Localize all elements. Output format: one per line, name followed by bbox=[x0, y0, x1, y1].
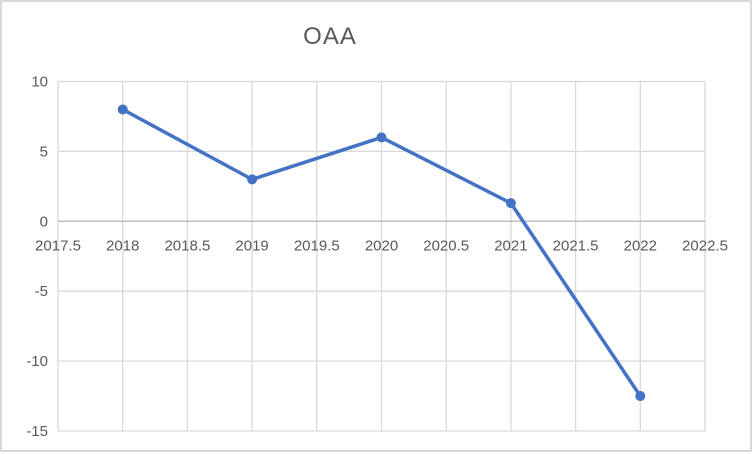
data-point-marker[interactable] bbox=[376, 132, 387, 143]
x-tick-label: 2019 bbox=[235, 237, 268, 254]
x-tick-label: 2021 bbox=[494, 237, 527, 254]
data-point-marker[interactable] bbox=[247, 174, 258, 185]
x-tick-label: 2020 bbox=[365, 237, 398, 254]
x-tick-label: 2021.5 bbox=[553, 237, 599, 254]
x-tick-label: 2020.5 bbox=[423, 237, 469, 254]
y-tick-label: 5 bbox=[40, 143, 48, 160]
x-tick-label: 2018 bbox=[106, 237, 139, 254]
y-tick-label: 0 bbox=[40, 213, 48, 230]
x-tick-label: 2022 bbox=[624, 237, 657, 254]
y-tick-label: -15 bbox=[26, 423, 48, 440]
x-tick-label: 2018.5 bbox=[164, 237, 210, 254]
data-point-marker[interactable] bbox=[635, 391, 646, 402]
data-point-marker[interactable] bbox=[505, 198, 516, 209]
x-tick-label: 2019.5 bbox=[294, 237, 340, 254]
y-tick-label: -5 bbox=[35, 283, 48, 300]
y-tick-label: 10 bbox=[31, 74, 48, 91]
y-tick-label: -10 bbox=[26, 353, 48, 370]
x-tick-label: 2017.5 bbox=[35, 237, 81, 254]
data-point-marker[interactable] bbox=[117, 104, 128, 115]
x-tick-label: 2022.5 bbox=[682, 237, 728, 254]
